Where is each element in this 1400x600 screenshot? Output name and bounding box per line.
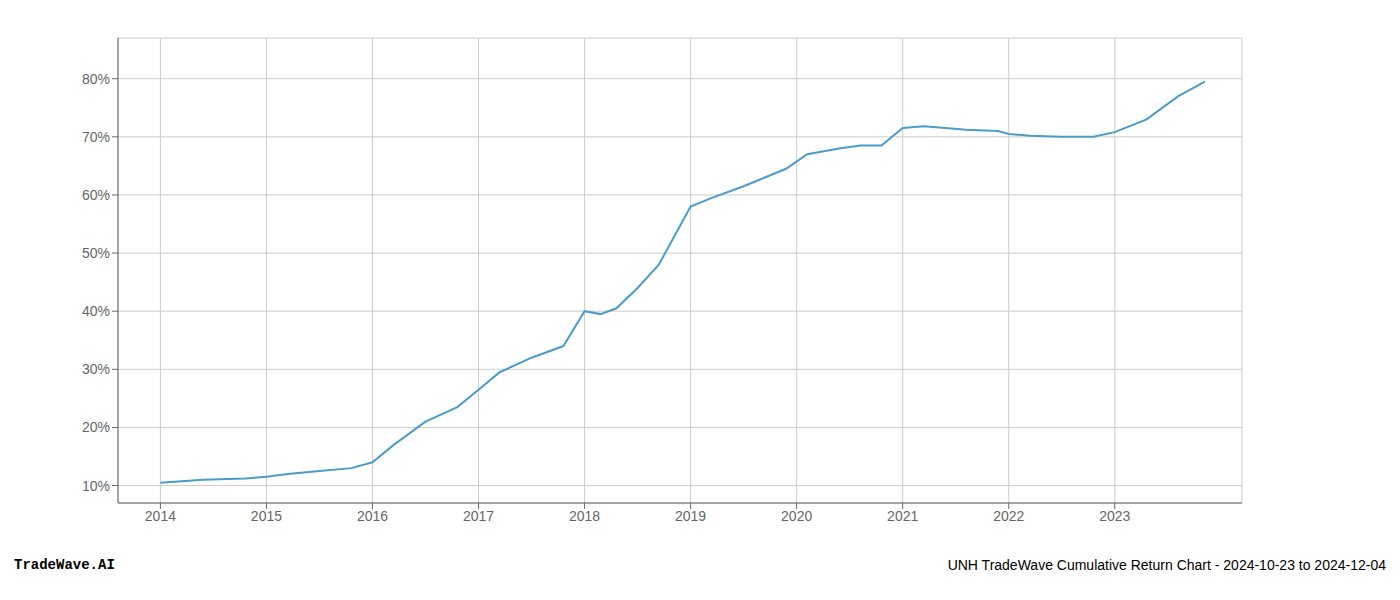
svg-text:60%: 60% bbox=[82, 187, 110, 203]
html-text:UNH TradeWave Cumulative Retur: UNH TradeWave Cumulative Return Chart - … bbox=[947, 557, 1386, 573]
svg-text:2017: 2017 bbox=[463, 508, 494, 524]
svg-text:80%: 80% bbox=[82, 71, 110, 87]
svg-text:2018: 2018 bbox=[569, 508, 600, 524]
svg-text:20%: 20% bbox=[82, 419, 110, 435]
svg-text:2016: 2016 bbox=[357, 508, 388, 524]
svg-text:2014: 2014 bbox=[145, 508, 176, 524]
svg-text:2022: 2022 bbox=[993, 508, 1024, 524]
svg-text:30%: 30% bbox=[82, 361, 110, 377]
svg-text:2023: 2023 bbox=[1099, 508, 1130, 524]
svg-text:2020: 2020 bbox=[781, 508, 812, 524]
svg-text:10%: 10% bbox=[82, 478, 110, 494]
svg-text:70%: 70% bbox=[82, 129, 110, 145]
html-text:TradeWave.AI: TradeWave.AI bbox=[14, 557, 115, 573]
svg-text:2019: 2019 bbox=[675, 508, 706, 524]
svg-text:2015: 2015 bbox=[251, 508, 282, 524]
svg-text:50%: 50% bbox=[82, 245, 110, 261]
svg-text:2021: 2021 bbox=[887, 508, 918, 524]
svg-text:40%: 40% bbox=[82, 303, 110, 319]
